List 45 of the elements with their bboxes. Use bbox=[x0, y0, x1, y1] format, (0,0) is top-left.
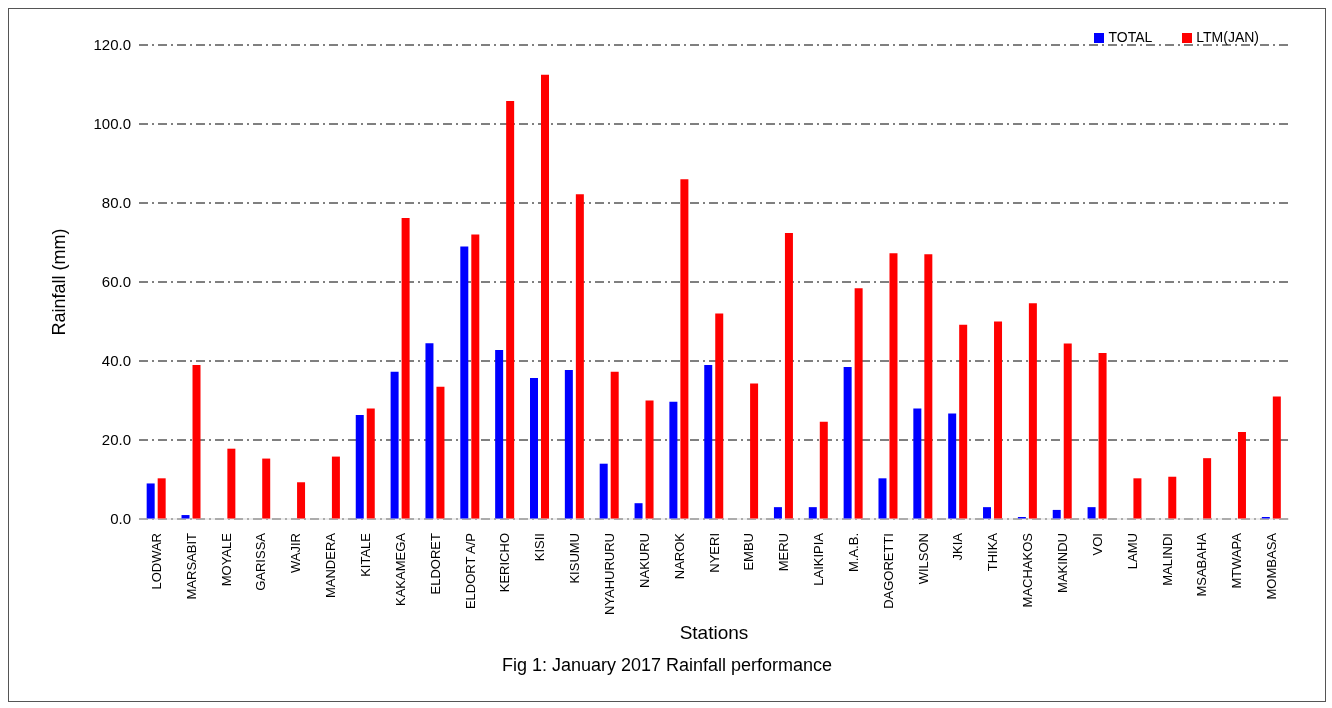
x-tick-label: NAROK bbox=[671, 532, 687, 580]
x-tick-label: WAJIR bbox=[288, 533, 304, 573]
y-tick-label: 40.0 bbox=[101, 352, 131, 370]
y-tick-label: 120.0 bbox=[93, 36, 131, 54]
x-tick-label: LAMU bbox=[1124, 533, 1140, 570]
x-tick-label: MACHAKOS bbox=[1020, 532, 1036, 608]
x-tick-label: MALINDI bbox=[1159, 533, 1175, 586]
y-axis-title: Rainfall (mm) bbox=[49, 228, 70, 336]
x-tick-label: MOYALE bbox=[218, 532, 234, 587]
legend-label: LTM(JAN) bbox=[1196, 29, 1259, 45]
x-tick-label: KISII bbox=[532, 533, 548, 562]
x-tick-label: MARSABIT bbox=[183, 532, 199, 600]
x-tick-label: GARISSA bbox=[253, 532, 269, 591]
y-tick-label: 60.0 bbox=[101, 273, 131, 291]
x-tick-label: LODWAR bbox=[148, 533, 164, 590]
y-tick-label: 80.0 bbox=[101, 194, 131, 212]
x-tick-label: DAGORETTI bbox=[880, 533, 896, 609]
x-tick-label: ELDORT A/P bbox=[462, 533, 478, 610]
x-tick-label: NAKURU bbox=[636, 533, 652, 588]
legend-label: TOTAL bbox=[1108, 29, 1153, 45]
x-tick-label: LAIKIPIA bbox=[811, 532, 827, 586]
x-axis-title: Stations bbox=[679, 622, 749, 643]
x-tick-label: ELDORET bbox=[427, 532, 443, 595]
x-tick-label: MANDERA bbox=[323, 532, 339, 599]
x-tick-label: KAKAMEGA bbox=[392, 532, 408, 606]
x-tick-label: MERU bbox=[776, 533, 792, 572]
x-tick-label: KISUMU bbox=[567, 533, 583, 584]
x-tick-label: NYERI bbox=[706, 533, 722, 573]
x-tick-label: MOMBASA bbox=[1264, 532, 1280, 600]
x-tick-label: MAKINDU bbox=[1054, 533, 1070, 593]
y-tick-label: 20.0 bbox=[101, 431, 131, 449]
x-tick-label: JKIA bbox=[950, 532, 966, 561]
x-tick-label: M.A.B. bbox=[845, 533, 861, 573]
x-tick-label: EMBU bbox=[741, 533, 757, 571]
x-tick-label: KERICHO bbox=[497, 533, 513, 593]
x-tick-label: NYAHURURU bbox=[601, 533, 617, 616]
x-tick-label: MSABAHA bbox=[1194, 532, 1210, 597]
y-tick-label: 100.0 bbox=[93, 115, 131, 133]
x-tick-label: THIKA bbox=[985, 532, 1001, 572]
caption: Fig 1: January 2017 Rainfall performance bbox=[500, 655, 834, 676]
y-tick-label: 0.0 bbox=[110, 510, 131, 528]
x-tick-label: WILSON bbox=[915, 533, 931, 585]
x-tick-label: KITALE bbox=[358, 532, 374, 577]
x-tick-label: MTWAPA bbox=[1229, 532, 1245, 589]
x-tick-label: VOI bbox=[1089, 533, 1105, 556]
